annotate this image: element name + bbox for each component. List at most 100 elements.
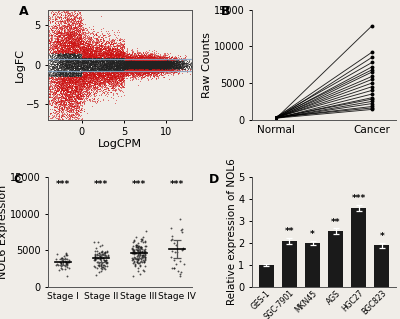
- Point: [142, 56, 148, 61]
- Point: [166, 60, 172, 65]
- Point: [75, 26, 81, 32]
- Point: [51, 7, 58, 12]
- Point: [128, 69, 134, 74]
- Point: [110, 72, 116, 78]
- Point: [160, 61, 166, 66]
- Point: [119, 76, 125, 81]
- Point: [63, 67, 70, 72]
- Point: [83, 86, 90, 91]
- Point: [137, 63, 143, 69]
- Point: [65, 66, 71, 71]
- Point: [54, 99, 60, 104]
- Point: [106, 59, 112, 64]
- Point: [152, 66, 158, 71]
- Point: [157, 56, 164, 61]
- Point: [89, 66, 95, 71]
- Point: [80, 97, 87, 102]
- Point: [160, 57, 166, 62]
- Point: [84, 43, 91, 48]
- Point: [72, 40, 78, 45]
- Point: [91, 257, 97, 262]
- Point: [145, 68, 152, 73]
- Point: [94, 70, 101, 75]
- Point: [78, 41, 84, 46]
- Point: [122, 62, 128, 67]
- Point: [69, 67, 76, 72]
- Point: [47, 63, 53, 69]
- Point: [157, 70, 163, 75]
- Point: [149, 57, 155, 62]
- Point: [118, 42, 124, 47]
- Point: [154, 59, 160, 64]
- Point: [153, 62, 159, 67]
- Point: [56, 82, 63, 87]
- Point: [116, 66, 122, 71]
- Point: [79, 78, 85, 83]
- Point: [157, 69, 163, 74]
- Point: [58, 56, 65, 61]
- Point: [58, 72, 65, 77]
- Point: [126, 63, 132, 68]
- Point: [112, 51, 119, 56]
- Point: [68, 49, 75, 54]
- Point: [97, 50, 103, 56]
- Point: [152, 59, 158, 64]
- Point: [138, 56, 144, 61]
- Point: [45, 71, 52, 76]
- Point: [122, 51, 129, 56]
- Point: [110, 65, 116, 70]
- Point: [80, 30, 86, 35]
- Point: [66, 95, 73, 100]
- Point: [114, 62, 120, 67]
- Point: [113, 49, 120, 55]
- Point: [80, 68, 86, 73]
- Point: [131, 59, 138, 64]
- Point: [82, 60, 88, 65]
- Point: [77, 92, 84, 97]
- Point: [61, 98, 68, 103]
- Point: [146, 62, 152, 67]
- Point: [45, 58, 51, 63]
- Point: [124, 64, 130, 69]
- Point: [62, 81, 68, 86]
- Point: [61, 117, 67, 122]
- Point: [80, 49, 86, 55]
- Point: [92, 264, 98, 269]
- Point: [64, 29, 70, 34]
- Point: [110, 65, 116, 70]
- Point: [89, 50, 95, 56]
- Point: [146, 72, 152, 77]
- Point: [114, 64, 121, 69]
- Point: [98, 52, 104, 57]
- Point: [131, 63, 137, 68]
- Point: [68, 64, 75, 69]
- Point: [70, 102, 76, 107]
- Point: [149, 55, 155, 60]
- Point: [161, 53, 168, 58]
- Point: [72, 73, 78, 78]
- Point: [143, 70, 150, 75]
- Point: [56, 99, 63, 104]
- Point: [68, 22, 74, 27]
- Point: [66, 100, 73, 105]
- Point: [148, 54, 154, 59]
- Point: [135, 64, 141, 69]
- Point: [152, 60, 158, 65]
- Point: [160, 55, 166, 60]
- Point: [59, 74, 66, 79]
- Point: [80, 75, 87, 80]
- Point: [62, 117, 68, 122]
- Point: [145, 56, 152, 61]
- Point: [72, 100, 79, 105]
- Point: [140, 67, 146, 72]
- Point: [116, 61, 123, 66]
- Point: [80, 74, 87, 79]
- Point: [92, 72, 99, 78]
- Point: [93, 69, 99, 74]
- Point: [125, 55, 132, 60]
- Point: [80, 48, 86, 53]
- Point: [112, 49, 119, 55]
- Point: [63, 85, 69, 90]
- Point: [60, 22, 66, 27]
- Point: [78, 66, 85, 71]
